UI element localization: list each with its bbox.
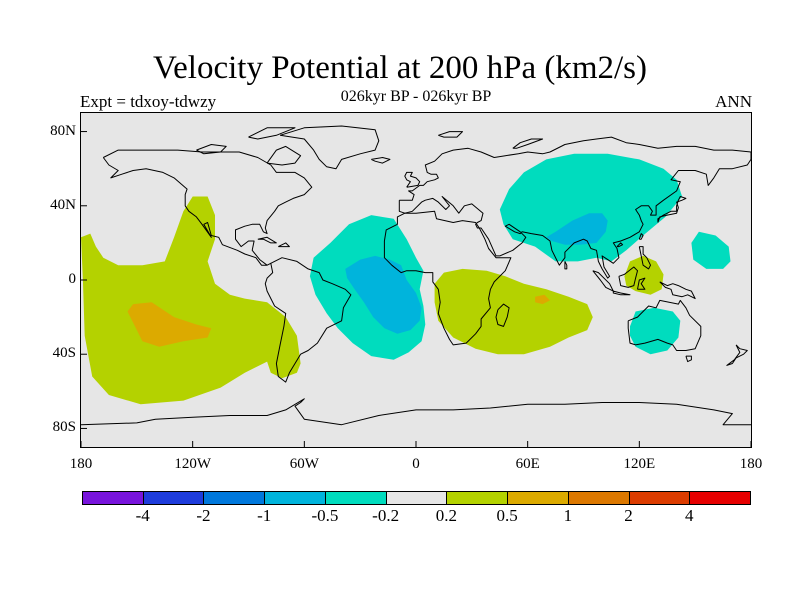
legend-label: -0.5 bbox=[311, 506, 339, 525]
lon-label: 120E bbox=[623, 456, 656, 472]
coastline-hainan bbox=[616, 242, 624, 248]
coastline-hispaniola bbox=[278, 242, 290, 248]
lat-label: 80N bbox=[50, 122, 76, 139]
coastline-antarctica bbox=[81, 398, 751, 426]
legend-label: -2 bbox=[196, 506, 211, 525]
legend-label: 4 bbox=[685, 506, 694, 525]
experiment-label: Expt = tdxoy-tdwzy bbox=[80, 92, 217, 111]
legend-swatch bbox=[689, 491, 751, 505]
shaded-region-australia-negative bbox=[630, 307, 681, 355]
coastline-tasmania bbox=[685, 355, 692, 363]
coastline-australia bbox=[627, 299, 702, 351]
coastline-cuba bbox=[257, 236, 277, 244]
legend-swatch bbox=[264, 491, 326, 505]
shaded-region-atlantic-core bbox=[345, 255, 422, 334]
lat-label: 80S bbox=[52, 419, 76, 436]
legend-label: -1 bbox=[257, 506, 272, 525]
coastline-iceland bbox=[371, 157, 391, 164]
coastline-new-zealand bbox=[726, 344, 748, 366]
coastline-ellesmere-island bbox=[248, 127, 296, 140]
coastline-north-america bbox=[102, 149, 313, 266]
lon-label: 60E bbox=[515, 456, 540, 472]
coastline-japan bbox=[657, 196, 687, 223]
coastline-madagascar bbox=[495, 303, 510, 327]
coastline-victoria-island bbox=[196, 144, 227, 155]
legend-swatch bbox=[385, 491, 448, 505]
legend-label: 2 bbox=[624, 506, 633, 525]
coastline-south-america bbox=[264, 257, 352, 383]
lon-label: 60W bbox=[289, 456, 319, 472]
legend-swatch bbox=[628, 491, 691, 505]
legend-swatch bbox=[446, 491, 509, 505]
lat-label: 40N bbox=[50, 196, 76, 213]
lon-label: 0 bbox=[412, 456, 420, 472]
legend-label: -4 bbox=[135, 506, 150, 525]
coastline-svalbard bbox=[438, 131, 463, 138]
legend-swatch bbox=[507, 491, 569, 505]
shaded-region-africa-indian-positive bbox=[434, 268, 593, 355]
color-legend bbox=[82, 491, 751, 505]
legend-swatch bbox=[203, 491, 266, 505]
coastline-greenland bbox=[279, 125, 380, 170]
coastline-sri-lanka bbox=[564, 261, 568, 270]
season-label: ANN bbox=[715, 92, 752, 111]
legend-swatch bbox=[82, 491, 144, 505]
shaded-region-west-pacific-negative bbox=[691, 231, 731, 269]
map-panel bbox=[80, 112, 752, 448]
shaded-region-south-pacific-core bbox=[127, 302, 212, 347]
map-canvas bbox=[81, 113, 751, 447]
shaded-region-south-pacific-positive bbox=[81, 196, 301, 405]
coastline-uk bbox=[404, 171, 421, 188]
coastline-taiwan bbox=[638, 233, 644, 240]
legend-swatch bbox=[142, 491, 205, 505]
coastline-java bbox=[612, 290, 631, 296]
coastline-sulawesi bbox=[637, 277, 646, 290]
legend-label: 1 bbox=[563, 506, 573, 525]
shaded-region-asia-negative bbox=[499, 153, 683, 262]
coastline-borneo bbox=[618, 266, 638, 288]
lon-label: 120W bbox=[174, 456, 211, 472]
plot-title: Velocity Potential at 200 hPa (km2/s) bbox=[152, 50, 648, 86]
legend-label: -0.2 bbox=[372, 506, 400, 525]
lon-label: 180 bbox=[739, 456, 763, 472]
shaded-region-asia-core bbox=[546, 213, 608, 245]
legend-swatch bbox=[324, 491, 387, 505]
lat-label: 40S bbox=[52, 345, 76, 362]
lat-label: 0 bbox=[68, 271, 77, 287]
coastline-new-guinea bbox=[659, 281, 696, 300]
legend-label: 0.5 bbox=[496, 506, 518, 525]
coastline-eurasia bbox=[398, 136, 751, 279]
period-label: 026kyr BP - 026kyr BP bbox=[340, 88, 492, 105]
coastline-philippines bbox=[638, 246, 651, 270]
legend-label: 0.2 bbox=[435, 506, 457, 525]
shaded-region-indian-core bbox=[535, 294, 550, 305]
legend-swatch bbox=[567, 491, 630, 505]
coastline-baffin-island bbox=[266, 145, 302, 166]
coastline-africa bbox=[383, 210, 512, 346]
coastline-novaya-zemlya bbox=[512, 138, 544, 149]
lon-label: 180 bbox=[69, 456, 93, 472]
